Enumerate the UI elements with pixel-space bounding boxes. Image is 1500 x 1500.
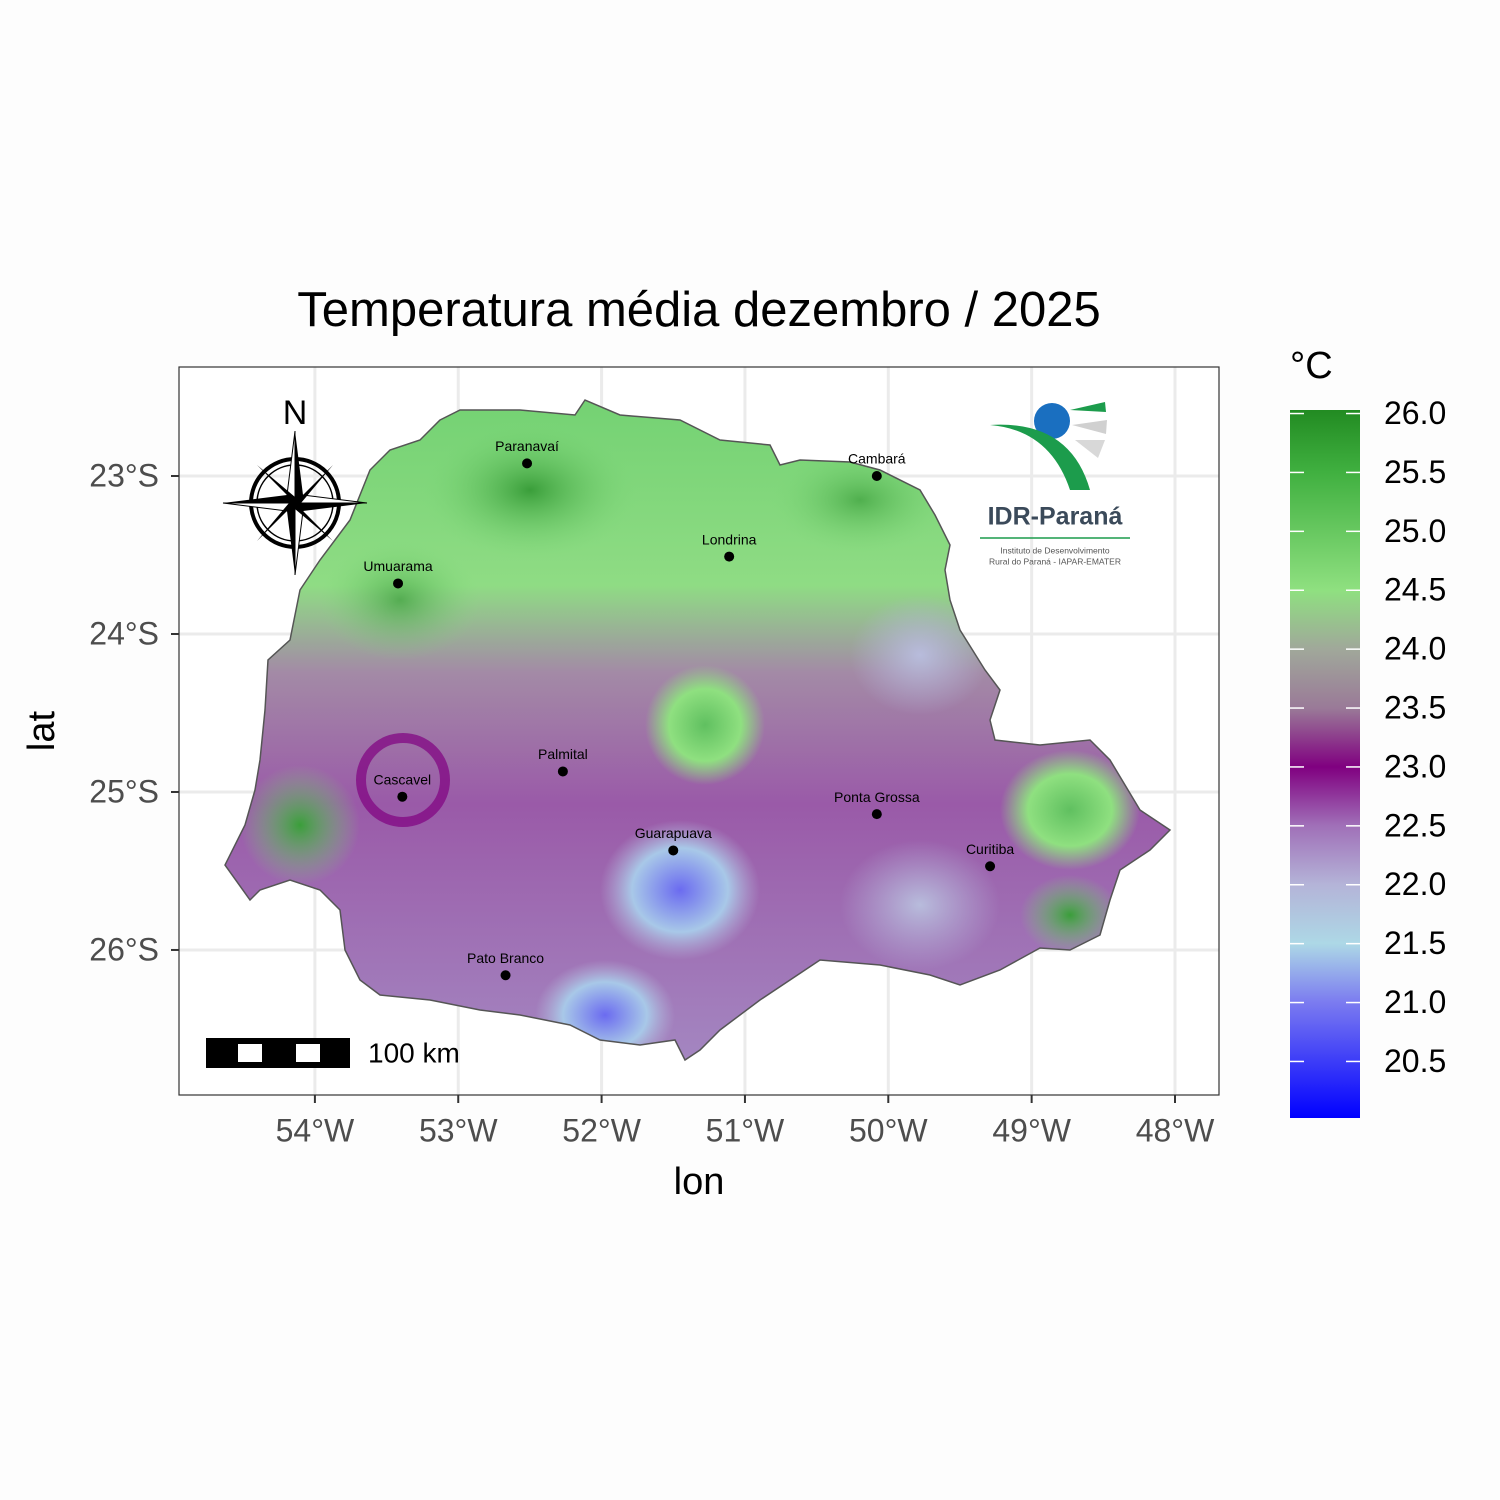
city-point bbox=[522, 458, 533, 469]
x-tick-label: 50°W bbox=[849, 1112, 928, 1148]
city-label: Curitiba bbox=[966, 841, 1014, 857]
colorbar-tick-label: 24.5 bbox=[1384, 572, 1446, 608]
city-point bbox=[500, 970, 511, 981]
colorbar-tick-label: 21.5 bbox=[1384, 925, 1446, 961]
x-tick-label: 51°W bbox=[706, 1112, 785, 1148]
colorbar-tick-label: 26.0 bbox=[1384, 395, 1446, 431]
city-label: Umuarama bbox=[363, 558, 432, 574]
city-point bbox=[985, 861, 996, 872]
colorbar-tick-label: 25.5 bbox=[1384, 454, 1446, 490]
panel-border bbox=[178, 366, 1220, 1096]
x-axis-label: lon bbox=[674, 1161, 725, 1203]
city-label: Pato Branco bbox=[467, 950, 544, 966]
city-point bbox=[557, 766, 568, 777]
city-label: Cambará bbox=[848, 451, 906, 467]
colorbar-tick-label: 20.5 bbox=[1384, 1043, 1446, 1079]
colorbar-tick-label: 23.0 bbox=[1384, 748, 1446, 784]
y-tick-label: 24°S bbox=[89, 615, 159, 651]
logo-subtitle: Instituto de Desenvolvimento bbox=[1000, 545, 1109, 555]
city-label: Guarapuava bbox=[635, 825, 712, 841]
cities: Paranavaí Cambará Londrina Umuarama Palmital… bbox=[363, 438, 1014, 981]
y-axis-label: lat bbox=[21, 710, 63, 751]
colorbar-tick-label: 24.0 bbox=[1384, 631, 1446, 667]
x-tick-label: 49°W bbox=[992, 1112, 1071, 1148]
city-point bbox=[393, 578, 404, 589]
city-label: Paranavaí bbox=[495, 438, 559, 454]
colorbar-title: °C bbox=[1290, 345, 1333, 387]
city-point bbox=[397, 791, 408, 802]
scale-bar: 100 km bbox=[206, 1037, 460, 1068]
city-label: Ponta Grossa bbox=[834, 789, 920, 805]
scale-bar-label: 100 km bbox=[368, 1037, 460, 1068]
colorbar-tick-label: 23.5 bbox=[1384, 689, 1446, 725]
city-label: Londrina bbox=[702, 531, 757, 547]
city-point bbox=[668, 845, 679, 856]
x-tick-label: 54°W bbox=[276, 1112, 355, 1148]
x-tick-label: 53°W bbox=[419, 1112, 498, 1148]
colorbar-tick-label: 25.0 bbox=[1384, 513, 1446, 549]
city-point bbox=[871, 471, 882, 482]
x-tick-label: 48°W bbox=[1136, 1112, 1215, 1148]
logo-subtitle: Rural do Paraná - IAPAR-EMATER bbox=[989, 556, 1121, 566]
chart-title: Temperatura média dezembro / 2025 bbox=[297, 283, 1101, 337]
colorbar-tick-label: 22.5 bbox=[1384, 807, 1446, 843]
north-arrow: N bbox=[222, 394, 368, 576]
city-label: Palmital bbox=[538, 746, 588, 762]
city-point bbox=[724, 551, 735, 562]
city-label: Cascavel bbox=[374, 771, 432, 787]
colorbar-ticks: 20.5 21.0 21.5 22.0 22.5 23.0 23.5 24.0 24.5 25.0… bbox=[1290, 395, 1446, 1079]
logo: IDR-Paraná Instituto de Desenvolvimento … bbox=[980, 402, 1130, 566]
y-tick-label: 26°S bbox=[89, 931, 159, 967]
colorbar-tick-label: 22.0 bbox=[1384, 866, 1446, 902]
y-tick-label: 25°S bbox=[89, 773, 159, 809]
city-point bbox=[871, 809, 882, 820]
colorbar-tick-label: 21.0 bbox=[1384, 984, 1446, 1020]
colorbar bbox=[1290, 410, 1360, 1118]
x-tick-label: 52°W bbox=[562, 1112, 641, 1148]
y-tick-label: 23°S bbox=[89, 457, 159, 493]
logo-name: IDR-Paraná bbox=[988, 503, 1123, 531]
north-label: N bbox=[283, 394, 308, 432]
